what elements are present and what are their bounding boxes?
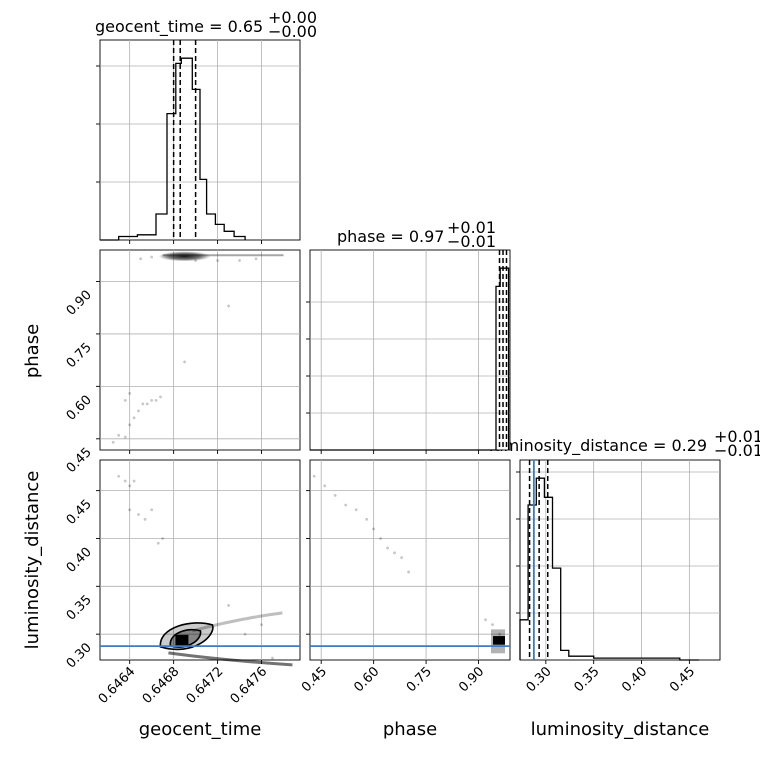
xlabel-phase: phase [383,719,437,740]
title-luminosity-distance: luminosity_distance = 0.29 [489,436,707,456]
panel-geocent-phase-point-2 [123,435,127,439]
panel-geocent-phase-point-7 [145,402,149,406]
title-geocent-time-minus: −0.00 [268,22,317,41]
xlabel-geocent-time: geocent_time [139,719,262,740]
panel-geocent-phase-point-16 [216,259,219,262]
hist-dist-xtick-label-3: 0.45 [667,664,698,695]
panel-geocent-phase-point-12 [128,391,132,395]
title-phase-minus: −0.01 [447,232,496,251]
panel-phase-dist-point-11 [407,570,411,574]
title-luminosity-distance-plus: +0.01 [714,427,760,446]
panel-geocent-phase-point-6 [141,402,145,406]
panel-geocent-dist-point-1 [123,479,127,483]
hist-dist-xtick-label-0: 0.30 [524,664,555,695]
ylabel-phase: phase [22,324,43,378]
panel-geocent-phase-frame [99,249,301,451]
panel-geocent-dist-point-0 [117,474,121,478]
panel-geocent-dist-point-13 [271,656,274,660]
hist-dist-xtick-label-1: 0.35 [571,664,602,695]
panel-geocent-phase-point-11 [123,398,127,402]
panel-geocent-dist-point-9 [161,537,165,540]
panel-geocent-phase-ytick-label-2: 0.75 [64,340,95,371]
panel-phase-dist-point-6 [372,527,376,531]
panel-geocent-dist-xtick-label-2: 0.6472 [184,664,227,707]
hist-phase-frame [309,249,511,451]
panel-geocent-phase-point-5 [137,409,140,413]
panel-phase-dist-peak [493,636,506,645]
panel-geocent-phase-point-14 [227,304,230,308]
panel-geocent-dist-frame [99,459,301,661]
panel-geocent-dist-xtick-label-1: 0.6468 [140,664,183,707]
panel-phase-dist-point-13 [491,623,494,626]
panel-geocent-dist-point-10 [227,604,230,607]
panel-geocent-phase-point-1 [117,433,121,437]
panel-geocent-dist-tail-low [168,651,293,667]
panel-geocent-dist-ytick-label-0: 0.30 [64,640,95,671]
panel-phase-dist-point-8 [386,546,390,550]
panel-phase-dist-point-1 [323,484,327,488]
panel-phase-dist-point-4 [354,508,358,512]
panel-geocent-phase-point-18 [254,257,258,261]
panel-phase-dist-point-12 [484,618,487,622]
panel-phase-dist-point-5 [365,517,369,521]
panel-geocent-phase-point-3 [128,423,132,427]
panel-geocent-phase-density [158,251,211,262]
panel-geocent-phase-point-4 [132,416,136,420]
panel-geocent-phase-point-8 [150,398,154,402]
panel-geocent-phase-point-10 [159,395,162,399]
title-phase: phase = 0.97 [337,227,444,246]
panel-geocent-dist-xtick-label-3: 0.6476 [228,664,271,707]
panel-phase-dist-point-7 [379,537,383,540]
panel-phase-dist-point-14 [498,632,501,636]
panel-geocent-dist-point-2 [128,484,132,488]
panel-phase-dist-frame [309,459,511,661]
panel-phase-dist-point-2 [333,494,337,497]
hist-geocent-time-histogram [118,57,246,240]
panel-geocent-dist-ytick-label-3: 0.45 [64,497,95,528]
panel-phase-dist-point-3 [344,503,348,507]
panel-geocent-dist-tail-high [192,611,283,633]
panel-phase-dist-xtick-label-2: 0.75 [404,664,435,695]
panel-phase-dist-point-0 [312,474,316,478]
panel-phase-dist-point-10 [400,556,404,560]
panel-geocent-dist-ytick-label-1: 0.35 [64,593,95,624]
panel-geocent-phase-point-17 [238,259,241,262]
hist-dist-xtick-label-2: 0.40 [619,664,650,695]
title-geocent-time: geocent_time = 0.65 [95,17,263,37]
panel-geocent-phase-point-13 [183,360,187,364]
panel-phase-dist-xtick-label-0: 0.45 [299,664,330,695]
panel-geocent-dist-point-6 [143,517,147,521]
title-luminosity-distance-minus: −0.01 [714,441,760,460]
panel-geocent-dist-point-12 [260,623,263,626]
panel-geocent-dist-point-4 [128,508,132,512]
panel-geocent-dist-point-5 [137,513,140,516]
panel-geocent-dist-peak [175,634,189,647]
panel-geocent-phase-point-19 [150,255,154,259]
panel-geocent-phase-point-20 [139,257,143,261]
panel-geocent-dist-point-7 [150,508,154,512]
panel-phase-dist-xtick-label-1: 0.60 [351,664,382,695]
panel-geocent-dist-point-8 [156,541,160,545]
xlabel-luminosity-distance: luminosity_distance [531,719,710,740]
panel-geocent-dist-point-11 [243,632,247,636]
panel-phase-dist-point-9 [393,551,397,555]
panel-geocent-phase-point-0 [111,440,115,444]
panel-phase-dist-xtick-label-3: 0.90 [456,664,487,695]
panel-geocent-phase-point-9 [154,398,158,402]
panel-geocent-phase-ytick-label-3: 0.90 [64,288,95,319]
title-geocent-time-plus: +0.00 [268,8,317,27]
panel-geocent-dist-ytick-label-2: 0.40 [64,545,95,576]
title-phase-plus: +0.01 [447,218,496,237]
ylabel-luminosity-distance: luminosity_distance [22,471,43,650]
panel-geocent-dist-point-3 [132,479,136,483]
panel-geocent-phase-ytick-label-0: 0.45 [64,445,95,476]
hist-dist-frame [519,459,721,661]
panel-geocent-phase-ytick-label-1: 0.60 [64,393,95,424]
panel-geocent-dist-xtick-label-0: 0.6464 [96,664,139,707]
